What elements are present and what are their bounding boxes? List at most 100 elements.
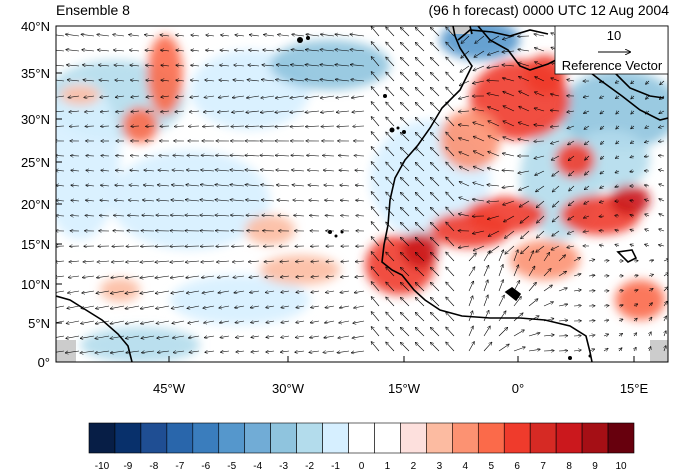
wind-vector [543, 302, 553, 307]
wind-vector [323, 351, 335, 353]
wind-vector [338, 336, 350, 338]
colorbar-label: 9 [592, 461, 598, 471]
wind-vector [468, 342, 474, 352]
wind-vector [573, 290, 581, 291]
wind-vector [290, 126, 305, 127]
wind-vector [56, 320, 65, 323]
wind-vector [247, 96, 260, 98]
wind-vector [401, 103, 410, 112]
wind-vector [126, 351, 140, 353]
wind-vector [558, 255, 565, 262]
wind-vector [326, 291, 335, 293]
wind-vector [341, 276, 350, 277]
wind-vector [519, 185, 530, 190]
wind-vector [129, 185, 140, 186]
wind-vector [172, 320, 185, 323]
wind-vector [503, 35, 515, 39]
wind-vector [350, 34, 365, 36]
wind-vector [95, 350, 110, 353]
wind-vector [386, 267, 395, 277]
shading-blob [80, 327, 200, 362]
wind-vector [552, 230, 560, 236]
wind-vector [483, 326, 490, 337]
wind-vector [386, 207, 395, 217]
wind-vector [431, 73, 440, 82]
wind-vector [646, 96, 650, 99]
colorbar-swatch [192, 422, 220, 454]
wind-vector [156, 215, 170, 216]
wind-vector [371, 267, 380, 277]
wind-vector [631, 111, 634, 114]
wind-vector [56, 335, 65, 338]
wind-vector [401, 133, 410, 142]
wind-vector [110, 305, 125, 309]
wind-vector [281, 321, 290, 323]
wind-vector [633, 275, 638, 276]
wind-vector [264, 261, 275, 262]
wind-vector [416, 208, 425, 217]
wind-vector [535, 92, 545, 97]
wind-vector [459, 214, 470, 217]
wind-vector [66, 50, 80, 51]
wind-vector [146, 65, 155, 66]
wind-vector [235, 321, 245, 323]
wind-vector [502, 65, 515, 66]
wind-vector [114, 50, 125, 51]
wind-vector [277, 200, 290, 201]
wind-vector [56, 79, 65, 82]
wind-vector [567, 246, 575, 248]
wind-vector [187, 170, 200, 171]
latitude-ticks [56, 25, 62, 324]
wind-vector [176, 96, 185, 97]
colorbar-swatch [114, 422, 142, 454]
wind-vector [431, 208, 440, 217]
wind-vector [305, 65, 320, 66]
colorbar-label: 0 [359, 461, 365, 471]
wind-vector [262, 80, 275, 81]
wind-vector [66, 335, 80, 338]
wind-vector [260, 170, 275, 171]
wind-vector [56, 34, 65, 37]
wind-vector [401, 73, 410, 82]
wind-vector [487, 201, 500, 202]
wind-vector [431, 178, 440, 187]
wind-vector [56, 350, 65, 353]
wind-vector [321, 34, 335, 36]
colorbar-swatch [374, 422, 401, 454]
wind-vector [234, 291, 245, 293]
wind-vector [659, 199, 665, 201]
wind-vector [431, 163, 440, 172]
wind-vector [130, 50, 140, 51]
wind-vector [431, 238, 440, 247]
wind-vector [371, 27, 380, 37]
wind-vector [502, 170, 515, 171]
wind-vector [371, 222, 380, 232]
wind-vector [446, 252, 455, 262]
wind-vector [110, 320, 125, 324]
wind-vector [131, 96, 140, 97]
wind-vector [233, 261, 245, 262]
wind-vector [56, 126, 65, 127]
wind-vector [416, 238, 425, 247]
wind-vector [474, 50, 485, 57]
wind-vector [158, 185, 170, 186]
wind-vector [616, 156, 620, 158]
wind-vector [337, 351, 350, 353]
colorbar-swatch [555, 422, 583, 454]
wind-vector [487, 93, 500, 97]
wind-vector [341, 261, 350, 262]
wind-vector [550, 110, 560, 111]
wind-vector [296, 291, 305, 292]
wind-vector [176, 80, 185, 81]
wind-vector [130, 170, 140, 171]
wind-vector [446, 162, 455, 172]
wind-vector [321, 126, 335, 127]
shading-blob [100, 278, 140, 302]
wind-vector [246, 111, 260, 112]
wind-vector [249, 50, 260, 51]
wind-vector [503, 78, 515, 82]
wind-vector [416, 268, 425, 277]
wind-vector [459, 138, 470, 142]
wind-vector [631, 141, 635, 143]
wind-vector [68, 276, 80, 278]
